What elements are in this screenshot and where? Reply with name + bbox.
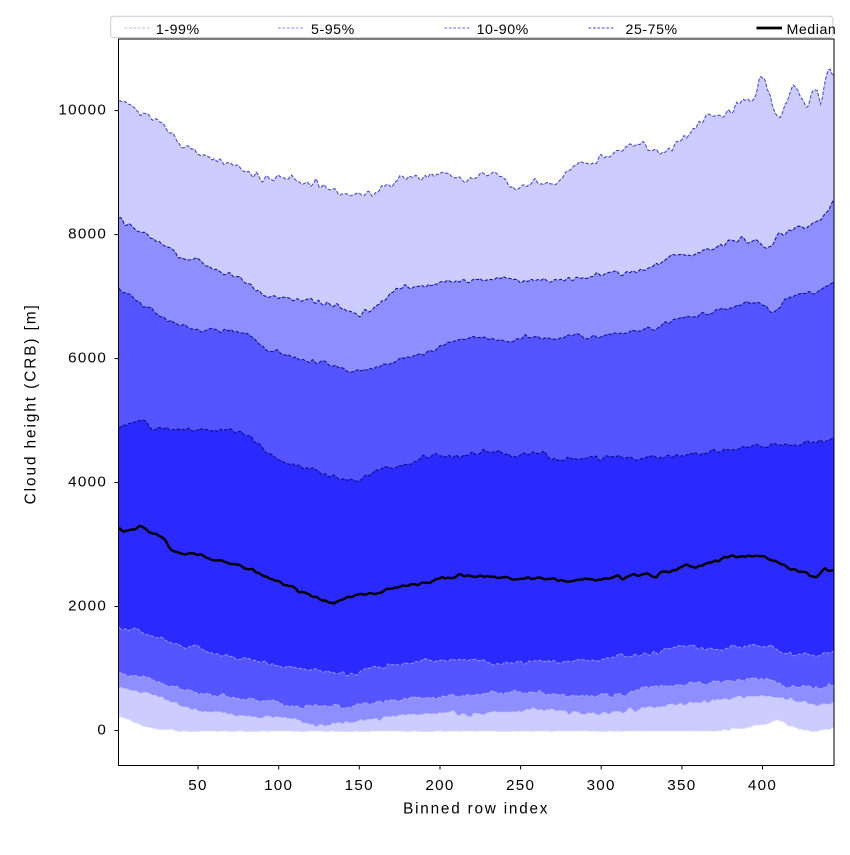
svg-text:10000: 10000 [58, 102, 107, 119]
svg-text:400: 400 [748, 777, 777, 794]
svg-text:6000: 6000 [68, 350, 107, 367]
svg-text:8000: 8000 [68, 226, 107, 243]
svg-text:200: 200 [425, 777, 454, 794]
svg-text:Median: Median [787, 22, 837, 38]
svg-text:5-95%: 5-95% [311, 22, 355, 38]
svg-text:50: 50 [188, 777, 208, 794]
svg-text:2000: 2000 [68, 597, 107, 614]
svg-text:Binned row index: Binned row index [403, 801, 549, 818]
svg-text:10-90%: 10-90% [477, 22, 529, 38]
svg-text:250: 250 [506, 777, 535, 794]
svg-text:4000: 4000 [68, 473, 107, 490]
svg-text:150: 150 [345, 777, 374, 794]
svg-text:Cloud height (CRB) [m]: Cloud height (CRB) [m] [23, 303, 40, 504]
svg-text:25-75%: 25-75% [626, 22, 678, 38]
svg-text:0: 0 [97, 721, 107, 738]
svg-text:1-99%: 1-99% [156, 22, 200, 38]
svg-text:350: 350 [667, 777, 696, 794]
svg-text:100: 100 [264, 777, 293, 794]
svg-text:300: 300 [587, 777, 616, 794]
